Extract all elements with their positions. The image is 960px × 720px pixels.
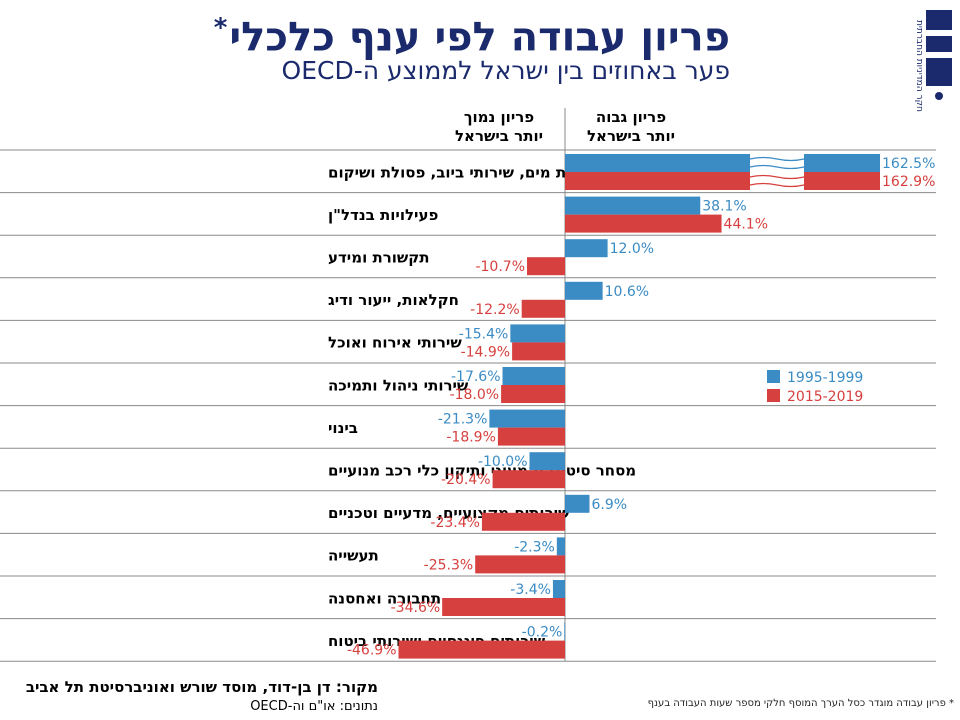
bar-value-label: -23.4% [430, 515, 480, 531]
bar [565, 239, 608, 258]
footnote: * פריון עבודה מוגדר כסל הערך המוסף חלקי … [647, 698, 954, 709]
bar-value-label: 10.6% [605, 284, 649, 300]
category-label: שירותי אירוח ואוכל [328, 334, 462, 352]
bar-segment [804, 154, 880, 172]
source-note: מקור: דן בן-דוד, מוסד שורש ואוניברסיטת ת… [25, 678, 378, 696]
axis-break-mark [749, 156, 805, 170]
bar [565, 281, 603, 300]
bar-value-label: 38.1% [702, 199, 746, 215]
bar [521, 299, 565, 318]
category-label: פעילויות בנדל"ן [328, 206, 438, 224]
bar-value-label: 162.9% [882, 174, 935, 190]
bar [497, 427, 565, 446]
category-label: חקלאות, ייעור ודיג [328, 291, 459, 309]
bar [565, 214, 722, 233]
bar [501, 385, 565, 403]
category-label: תקשורת ומידע [328, 249, 430, 267]
bar-value-label: 44.1% [724, 217, 768, 233]
bar-value-label: -2.3% [514, 539, 555, 555]
bar-value-label: -46.9% [347, 643, 397, 659]
bar-value-label: -21.3% [438, 412, 488, 428]
page-subtitle: פער באחוזים בין ישראל לממוצע ה-OECD [281, 56, 730, 85]
bar [564, 622, 566, 641]
bar-value-label: -3.4% [510, 582, 551, 598]
bar [398, 640, 565, 659]
bar [527, 257, 565, 276]
bar-value-label: -34.6% [391, 600, 441, 616]
bar-value-label: -12.2% [470, 302, 520, 318]
bar-value-label: -20.4% [441, 472, 491, 488]
bar-value-label: -18.9% [446, 430, 496, 446]
bar [502, 367, 565, 385]
legend-label: 1995-1999 [787, 370, 863, 386]
bar-segment [804, 172, 880, 190]
bar-segment [565, 154, 750, 172]
bar [556, 537, 565, 556]
bar [565, 494, 590, 513]
bar [475, 555, 565, 574]
column-header-lower: פריון נמוך יותר בישראל [454, 108, 544, 145]
legend-swatch [767, 389, 780, 402]
legend-label: 2015-2019 [787, 389, 863, 405]
bar-value-label: -10.7% [475, 259, 525, 275]
bar-value-label: -0.2% [522, 625, 563, 641]
bar [512, 342, 565, 361]
taub-center-logo [926, 6, 952, 102]
bar-value-label: 6.9% [591, 497, 627, 513]
category-label: תעשייה [328, 547, 379, 565]
bar-value-label: -15.4% [459, 326, 509, 342]
bar-value-label: -14.9% [461, 344, 511, 360]
bar-segment [565, 172, 750, 190]
category-label: שירותי ניהול ותמיכה [328, 376, 469, 394]
category-label: בינוי [328, 419, 358, 437]
bar-value-label: -25.3% [424, 557, 474, 573]
bar [510, 324, 565, 343]
bar-value-label: 162.5% [882, 156, 935, 172]
bar [492, 470, 565, 489]
column-header-higher: פריון גבוה יותר בישראל [586, 108, 676, 145]
bar-value-label: 12.0% [610, 241, 654, 257]
category-label: אספקת מים, שירותי ביוב, פסולת ושיקום [328, 163, 608, 181]
bar [552, 580, 565, 598]
bar-value-label: -18.0% [450, 387, 500, 403]
bar [529, 452, 565, 471]
bar [481, 512, 565, 531]
data-note: נתונים: או"ם וה-OECD [250, 699, 378, 714]
category-label: תחבורה ואחסנה [328, 589, 441, 607]
bar-value-label: -17.6% [451, 369, 501, 385]
bar-value-label: -10.0% [478, 454, 528, 470]
legend-swatch [767, 370, 780, 383]
page-title: פריון עבודה לפי ענף כלכלי* [213, 13, 730, 61]
logo-side-text: חקר המדיניות החברתית [914, 20, 924, 112]
bar [442, 598, 565, 616]
bar [565, 196, 701, 215]
title-footnote-mark: * [213, 13, 228, 43]
axis-break-mark [749, 174, 805, 188]
bar [489, 409, 565, 428]
